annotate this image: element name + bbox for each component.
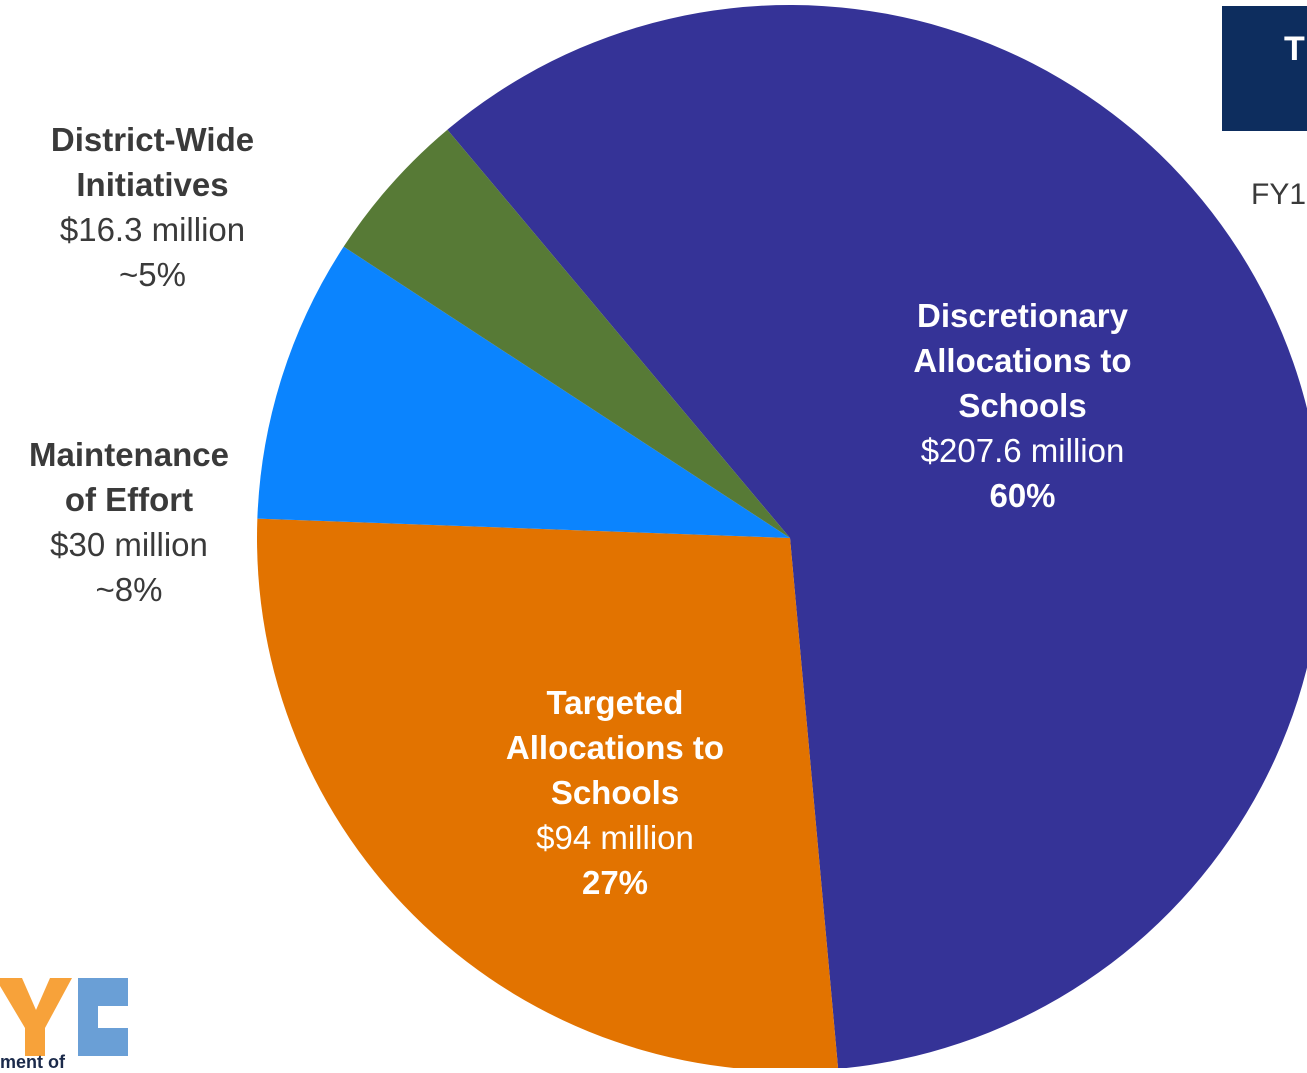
- slice-name-line: Discretionary: [917, 297, 1128, 334]
- pie-slice-discretionary: [447, 5, 1307, 1068]
- slice-name-line: Allocations to: [505, 729, 725, 766]
- slice-name-line: District-Wide: [50, 121, 255, 158]
- slice-label-targeted: Targeted Allocations to Schools $94 mill…: [445, 680, 785, 905]
- slice-label-maintenance: Maintenance of Effort $30 million ~8%: [0, 432, 258, 612]
- slice-name-line: Schools: [550, 774, 680, 811]
- slice-amount: $16.3 million: [59, 211, 246, 248]
- logo-letter-c: [78, 978, 128, 1056]
- slice-amount: $94 million: [536, 819, 694, 856]
- subtitle-fragment: FY1: [1251, 178, 1307, 211]
- slice-name-line: of Effort: [64, 481, 194, 518]
- logo-letter-y: [0, 978, 72, 1056]
- slice-amount: $207.6 million: [920, 432, 1125, 469]
- slice-name-line: Targeted: [546, 684, 684, 721]
- slice-label-discretionary: Discretionary Allocations to Schools $20…: [860, 293, 1185, 518]
- slice-percent: ~5%: [119, 256, 186, 293]
- pie-slice-targeted: [256, 518, 839, 1068]
- slice-amount: $30 million: [50, 526, 208, 563]
- slice-name-line: Initiatives: [76, 166, 229, 203]
- title-banner: T: [1222, 6, 1307, 131]
- slice-label-district-wide: District-Wide Initiatives $16.3 million …: [20, 117, 285, 297]
- slice-name-line: Allocations to: [913, 342, 1132, 379]
- slice-percent: 60%: [989, 477, 1056, 514]
- slice-name-line: Maintenance: [29, 436, 229, 473]
- slice-name-line: Schools: [958, 387, 1087, 424]
- slice-percent: 27%: [581, 864, 649, 901]
- pie-slice-maintenance: [257, 246, 790, 539]
- pie-slice-district-wide: [343, 129, 790, 539]
- nyc-logo: [0, 978, 128, 1056]
- slice-percent: ~8%: [95, 571, 163, 608]
- title-fragment: T: [1284, 30, 1305, 68]
- logo-caption: ment of: [0, 1052, 65, 1072]
